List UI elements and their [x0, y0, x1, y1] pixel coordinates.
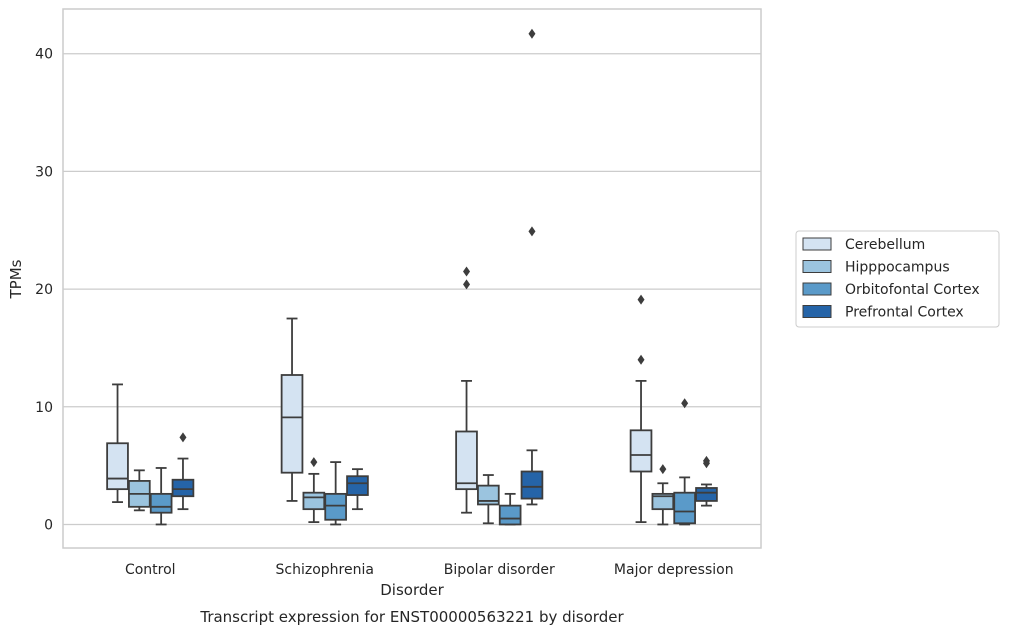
legend-label: Prefrontal Cortex [845, 305, 964, 321]
y-tick-label: 30 [35, 164, 53, 180]
outlier-point [681, 398, 689, 409]
box [455, 430, 478, 491]
box [477, 484, 500, 506]
y-tick-labels: 0 10 20 30 40 [35, 47, 53, 534]
x-tick-labels: Control Schizophrenia Bipolar disorder Majo… [125, 562, 734, 578]
y-tick-label: 0 [44, 517, 53, 533]
box [149, 492, 173, 514]
legend: Cerebellum Hipppocampus Orbitofontal Corte… [795, 230, 1000, 328]
box [280, 374, 304, 474]
box [171, 478, 195, 498]
outlier-point [179, 432, 187, 443]
y-axis-label: TPMs [7, 259, 25, 299]
legend-label: Hipppocampus [845, 260, 950, 276]
outlier-point [528, 28, 536, 39]
legend-swatch [802, 237, 832, 251]
legend-swatch [802, 282, 832, 296]
box [302, 491, 326, 511]
series-group [106, 266, 653, 524]
outlier-point [528, 226, 536, 237]
outlier-point [463, 279, 471, 290]
legend-label: Orbitofontal Cortex [845, 282, 980, 298]
outlier-point [463, 266, 471, 277]
legend-frame [795, 230, 1000, 328]
box [651, 492, 675, 511]
box [498, 504, 522, 526]
box [673, 491, 696, 525]
x-tick-label: Schizophrenia [276, 562, 374, 578]
plot-area-frame [62, 8, 762, 549]
x-tick-label: Major depression [614, 562, 734, 578]
box [106, 442, 129, 491]
grid-lines [63, 53, 761, 526]
box [346, 475, 369, 496]
series-group [149, 398, 696, 526]
x-axis-label: Disorder [380, 581, 444, 599]
outlier-point [659, 464, 667, 475]
legend-swatch [802, 260, 832, 273]
outlier-point [702, 455, 710, 466]
y-tick-label: 40 [35, 47, 53, 63]
box-series [106, 28, 718, 526]
x-tick-label: Bipolar disorder [444, 562, 555, 578]
box [324, 492, 347, 521]
y-tick-label: 10 [35, 400, 53, 416]
y-tick-label: 20 [35, 282, 53, 298]
box [629, 429, 653, 473]
outlier-point [637, 294, 645, 305]
series-group [128, 457, 675, 526]
x-tick-label: Control [125, 562, 176, 578]
chart-title: Transcript expression for ENST0000056322… [199, 608, 624, 626]
series-group [171, 28, 718, 511]
box [695, 487, 718, 502]
box [520, 470, 544, 500]
outlier-point [637, 354, 645, 365]
legend-swatch [802, 305, 832, 318]
legend-label: Cerebellum [845, 237, 925, 253]
outlier-point [310, 457, 318, 468]
